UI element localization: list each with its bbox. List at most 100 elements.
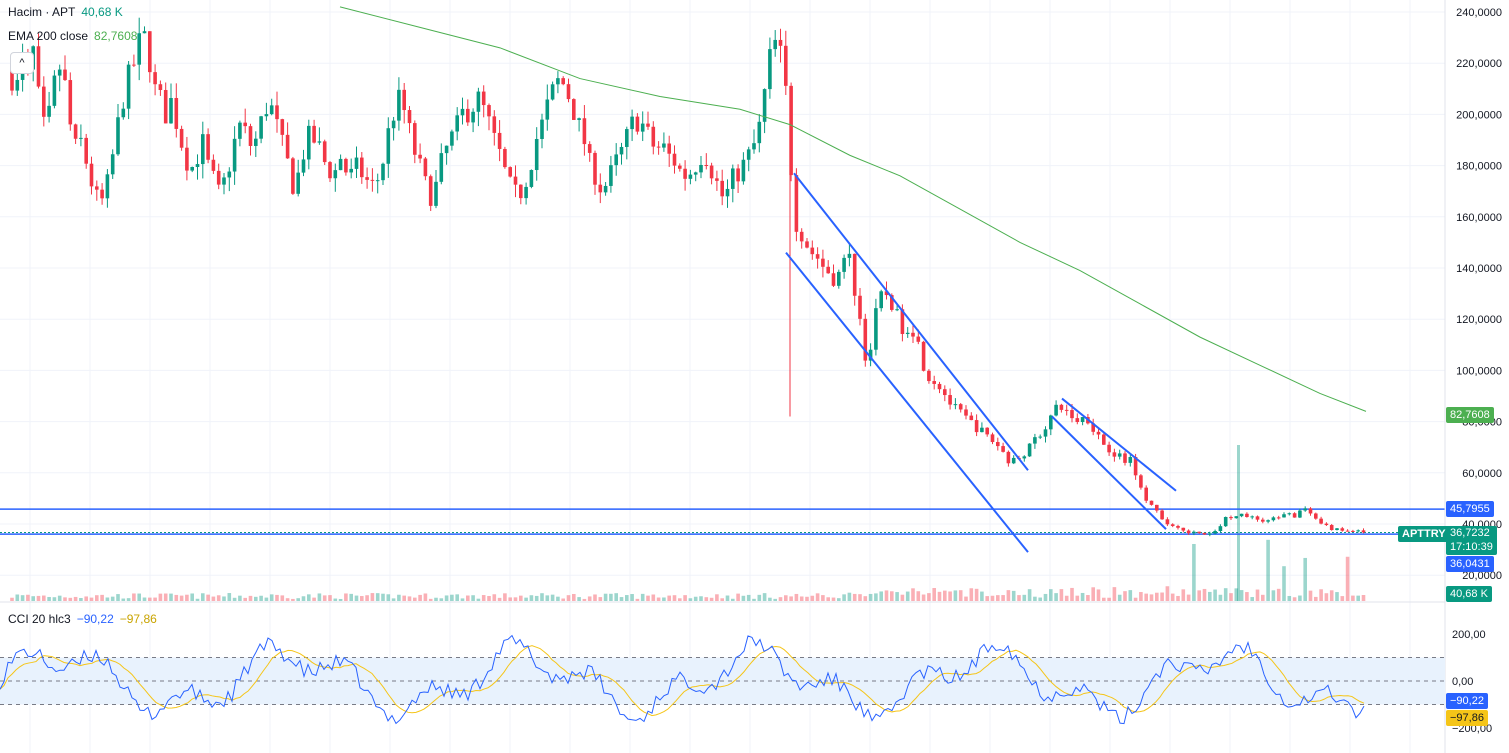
- volume-bar: [190, 593, 194, 601]
- volume-bar: [158, 593, 163, 601]
- candle-body: [63, 69, 67, 81]
- volume-bar: [768, 597, 772, 601]
- volume-bar: [413, 597, 417, 601]
- candle-body: [646, 123, 650, 127]
- candle-body: [720, 180, 724, 197]
- candle-body: [810, 247, 815, 255]
- candle-body: [254, 138, 258, 146]
- volume-bar: [566, 595, 571, 601]
- volume-bar: [280, 595, 285, 601]
- candle-body: [799, 231, 804, 242]
- candle-body: [211, 159, 216, 171]
- volume-bar: [10, 597, 14, 601]
- volume-bar: [1038, 597, 1042, 601]
- volume-legend-label: Hacim · APT: [8, 5, 76, 19]
- volume-legend[interactable]: Hacim · APT 40,68 K: [8, 5, 123, 19]
- candle-body: [126, 64, 131, 109]
- candle-body: [391, 120, 396, 129]
- volume-bar: [1314, 596, 1318, 601]
- channel-2-upper-line: [1061, 397, 1177, 492]
- volume-bar: [593, 594, 597, 601]
- volume-bar: [1245, 592, 1249, 601]
- candle-body: [492, 116, 497, 133]
- collapse-legend-button[interactable]: ^: [10, 52, 34, 74]
- volume-bar: [651, 594, 656, 601]
- candle-body: [381, 163, 385, 181]
- candle-body: [773, 39, 777, 50]
- volume-bar: [360, 596, 364, 601]
- volume-bar: [349, 593, 353, 601]
- candle-body: [1112, 452, 1117, 457]
- volume-bar: [863, 596, 868, 601]
- candle-body: [1319, 518, 1323, 524]
- volume-bar: [821, 595, 825, 601]
- volume-bar: [476, 598, 481, 601]
- candle-body: [900, 309, 905, 335]
- volume-bar: [296, 598, 300, 601]
- candle-body: [1287, 513, 1292, 515]
- volume-bar: [614, 593, 618, 601]
- candle-body: [757, 121, 762, 144]
- candle-body: [116, 117, 120, 155]
- candle-body: [312, 125, 316, 143]
- candle-body: [328, 162, 332, 179]
- volume-bar: [985, 596, 989, 601]
- volume-bar: [990, 595, 995, 601]
- volume-bar: [609, 593, 613, 601]
- volume-bar: [370, 593, 375, 601]
- candle-body: [640, 123, 645, 132]
- candle-body: [1011, 457, 1016, 464]
- ema-legend[interactable]: EMA 200 close 82,7608: [8, 29, 137, 43]
- candle-body: [238, 122, 242, 139]
- candle-body: [990, 434, 995, 443]
- candle-body: [487, 105, 491, 117]
- volume-bar: [216, 595, 221, 601]
- candle-body: [1160, 510, 1164, 520]
- last-price-value: 36,7232: [1450, 527, 1490, 539]
- volume-bar: [1329, 590, 1334, 601]
- candle-body: [1192, 531, 1196, 534]
- volume-bar: [1139, 592, 1143, 601]
- candle-body: [1001, 446, 1005, 452]
- candle-body: [540, 119, 544, 139]
- volume-bar: [487, 595, 491, 601]
- price-tick-label: 100,0000: [1456, 365, 1502, 377]
- volume-bar: [20, 595, 25, 601]
- candle-body: [1027, 443, 1032, 457]
- candle-body: [79, 137, 83, 139]
- cci-ma-line: [0, 645, 1365, 717]
- candle-body: [1038, 436, 1042, 438]
- price-tick-label: 180,0000: [1456, 161, 1502, 173]
- volume-bar: [471, 595, 475, 601]
- volume-bar: [232, 597, 237, 601]
- candle-body: [248, 126, 253, 146]
- cci-line: [0, 634, 1365, 725]
- candle-body: [57, 69, 62, 76]
- volume-bar: [1011, 590, 1016, 601]
- candle-body: [1022, 456, 1027, 459]
- cci-legend[interactable]: CCI 20 hlc3 −90,22 −97,86: [8, 612, 157, 626]
- candle-body: [1208, 533, 1212, 535]
- volume-bar: [799, 596, 804, 601]
- candle-body: [73, 124, 78, 139]
- candle-body: [1197, 531, 1201, 533]
- candle-body: [831, 273, 836, 286]
- candle-body: [370, 179, 375, 181]
- candle-body: [805, 241, 809, 248]
- candle-body: [1144, 487, 1148, 501]
- candle-body: [614, 154, 618, 166]
- candle-body: [1213, 531, 1217, 534]
- candle-body: [667, 143, 671, 154]
- volume-bar: [1107, 597, 1111, 601]
- candle-body: [291, 158, 295, 194]
- volume-bar: [460, 598, 465, 601]
- candle-body: [678, 165, 682, 169]
- volume-bar: [95, 595, 99, 601]
- candle-body: [794, 175, 799, 232]
- volume-bar: [1303, 557, 1307, 601]
- volume-bar: [1202, 588, 1207, 601]
- volume-bar: [550, 594, 555, 601]
- volume-bar: [402, 595, 406, 601]
- volume-bar: [307, 594, 311, 601]
